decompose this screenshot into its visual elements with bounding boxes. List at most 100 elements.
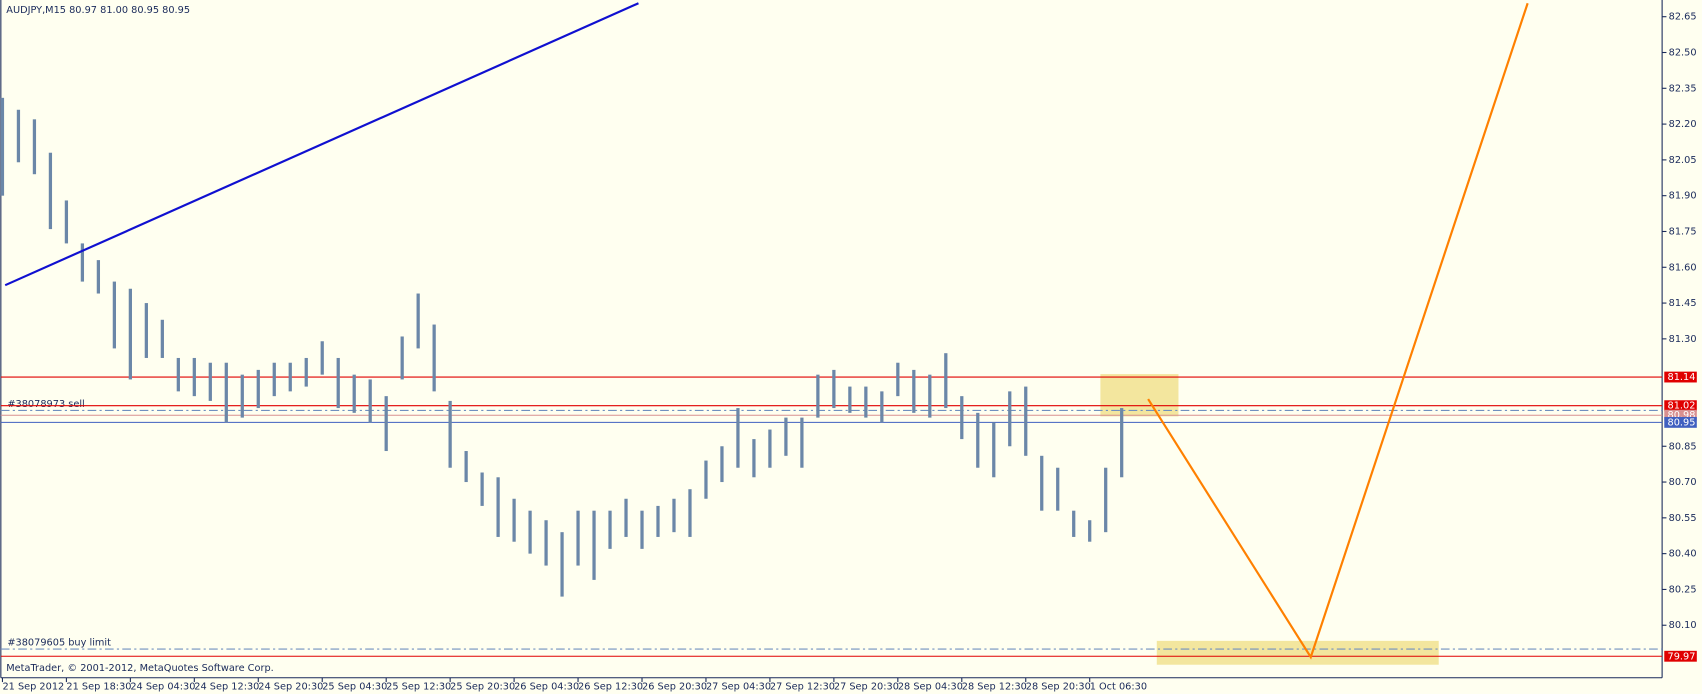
price-bar [208, 362, 212, 401]
price-bar [736, 408, 740, 468]
price-bar [608, 510, 612, 549]
price-bar [80, 243, 85, 282]
y-tick-label: 80.25 [1669, 584, 1697, 595]
x-tick-label: 28 Sep 04:30 [898, 681, 963, 692]
x-tick-label: 28 Sep 20:30 [1026, 681, 1091, 692]
price-bar [816, 374, 820, 418]
level-label: 80.98 [1668, 410, 1696, 421]
x-tick-label: 24 Sep 04:30 [130, 681, 195, 692]
price-bar [192, 357, 196, 397]
price-bar [528, 510, 532, 554]
level-box [1664, 416, 1697, 428]
price-bar [576, 510, 580, 566]
price-bar [656, 505, 660, 537]
level-label: 79.97 [1668, 651, 1696, 662]
price-bar [144, 303, 148, 358]
x-tick-label: 27 Sep 04:30 [706, 681, 771, 692]
order-label: #38079605 buy limit [7, 638, 111, 649]
price-bar [64, 200, 69, 244]
price-bar [592, 510, 596, 580]
price-bar [864, 386, 868, 418]
price-bar [560, 532, 564, 597]
level-box [1664, 409, 1697, 421]
price-bar [928, 374, 932, 418]
price-bar [1008, 391, 1012, 447]
y-tick-label: 80.70 [1669, 477, 1697, 488]
y-tick-label: 81.45 [1669, 298, 1697, 309]
price-bar [256, 369, 260, 409]
price-bar [480, 472, 484, 506]
price-bar [800, 417, 804, 468]
price-bar [944, 353, 948, 409]
price-bar [112, 281, 116, 349]
price-bar [240, 374, 244, 418]
price-bar [992, 422, 996, 478]
level-box [1664, 371, 1697, 383]
y-tick-label: 82.35 [1669, 83, 1697, 94]
price-bar [784, 417, 788, 456]
price-bar [160, 319, 164, 358]
plot-area [1100, 374, 1439, 665]
y-tick-label: 81.60 [1669, 262, 1697, 273]
price-bar [624, 498, 628, 537]
x-tick-label: 28 Sep 12:30 [962, 681, 1027, 692]
x-tick-label: 25 Sep 04:30 [322, 681, 387, 692]
x-tick-label: 26 Sep 12:30 [578, 681, 643, 692]
price-bar [544, 520, 548, 566]
x-tick-label: 26 Sep 20:30 [642, 681, 707, 692]
x-tick-label: 25 Sep 12:30 [386, 681, 451, 692]
y-tick-label: 82.50 [1669, 48, 1697, 59]
price-bar [432, 324, 436, 392]
price-bar [352, 374, 356, 413]
x-tick-label: 27 Sep 20:30 [834, 681, 899, 692]
zone [1156, 640, 1439, 665]
price-bar [288, 362, 292, 392]
x-tick-label: 24 Sep 20:30 [258, 681, 323, 692]
trend-line [4, 2, 639, 287]
price-bar [464, 451, 468, 483]
price-bar [896, 362, 900, 397]
price-bar [368, 379, 372, 423]
level-label: 81.02 [1668, 401, 1696, 412]
price-bar [640, 510, 644, 549]
x-tick-label: 21 Sep 2012 [2, 681, 64, 692]
price-bar [1024, 386, 1028, 456]
price-bar [1056, 467, 1060, 511]
price-bar [224, 362, 228, 423]
price-bar [384, 396, 388, 452]
price-bar [752, 439, 756, 478]
chart-title: AUDJPY,M15 80.97 81.00 80.95 80.95 [6, 5, 190, 16]
price-bar [976, 412, 980, 468]
x-tick-label: 21 Sep 18:30 [66, 681, 131, 692]
price-bar [48, 152, 53, 230]
footer: MetaTrader, © 2001-2012, MetaQuotes Soft… [6, 663, 273, 674]
x-tick-label: 26 Sep 04:30 [514, 681, 579, 692]
price-bar [416, 293, 420, 349]
drawings [4, 2, 1529, 660]
level-label: 80.95 [1668, 417, 1696, 428]
price-bar [688, 489, 692, 537]
price-bar [912, 369, 916, 413]
x-tick-label: 24 Sep 12:30 [194, 681, 259, 692]
y-tick-label: 82.05 [1669, 155, 1697, 166]
y-tick-label: 80.10 [1669, 620, 1697, 631]
zone [1100, 374, 1179, 417]
price-bar [1120, 408, 1124, 478]
price-bar [704, 460, 708, 499]
level-box [1664, 400, 1697, 412]
price-bar [512, 498, 516, 542]
price-bar [336, 357, 340, 409]
price-bar [1088, 520, 1092, 542]
y-tick-label: 81.30 [1669, 334, 1697, 345]
price-bar [96, 260, 101, 294]
level-box [1664, 650, 1697, 662]
price-bar [768, 429, 772, 468]
price-bar [32, 119, 37, 175]
price-bar [1072, 510, 1076, 537]
price-bar [848, 386, 852, 413]
price-bar [304, 357, 308, 387]
y-tick-label: 81.90 [1669, 191, 1697, 202]
price-bar [672, 498, 676, 533]
